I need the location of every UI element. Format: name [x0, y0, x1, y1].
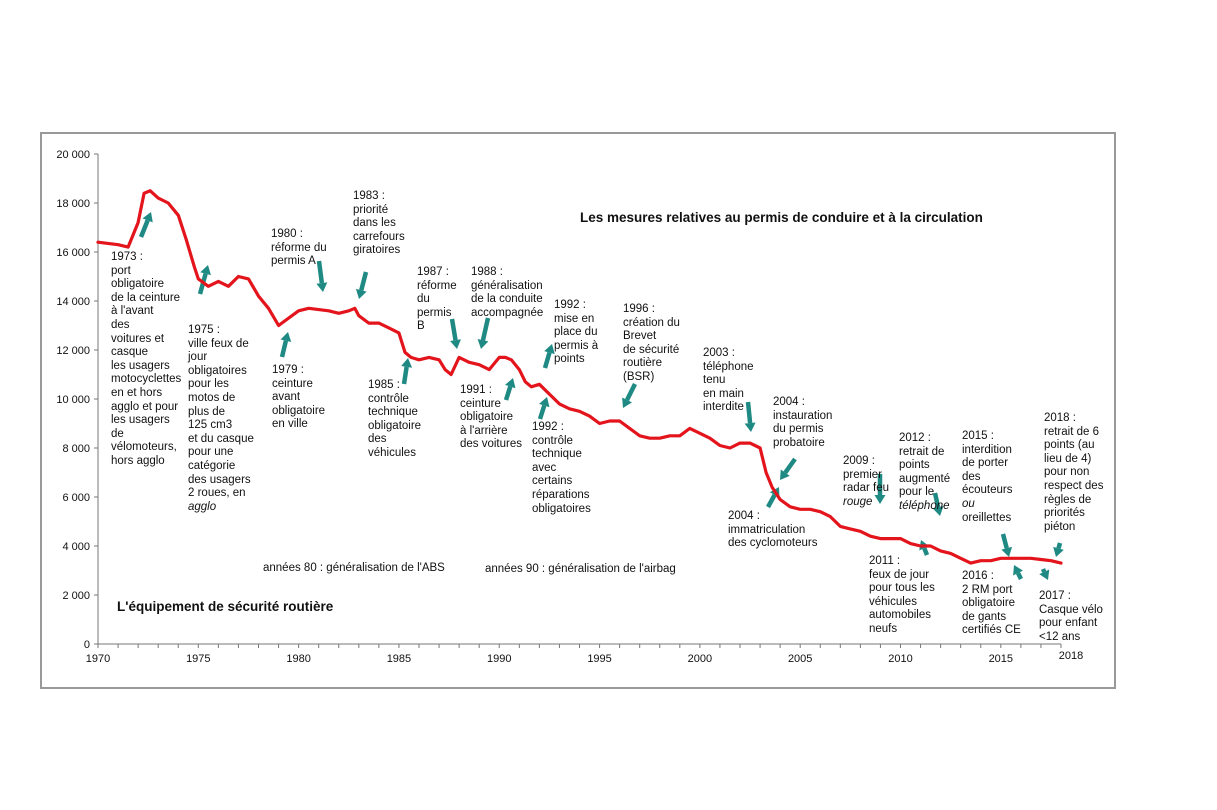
- y-tick-label: 0: [84, 639, 90, 651]
- arrow-head: [355, 288, 367, 299]
- arrow-head: [280, 332, 292, 343]
- y-tick-label: 8 000: [62, 443, 90, 455]
- arrow-head: [1039, 569, 1050, 580]
- annotation-1988: 1988 : généralisation de la conduite acc…: [471, 266, 544, 319]
- arrow-shaft: [316, 260, 325, 284]
- arrow-shaft: [1040, 568, 1047, 573]
- arrow-head: [316, 282, 328, 292]
- x-tick-label: 1970: [86, 653, 110, 665]
- y-tick-label: 12 000: [56, 345, 90, 357]
- arrow-shaft: [932, 492, 941, 508]
- annotation-1979: 1979 : ceinture avant obligatoire en vil…: [272, 364, 326, 431]
- y-tick-label: 6 000: [62, 492, 90, 504]
- annotation-2015: 2015 : interdition de porter des écouteu…: [962, 430, 1013, 524]
- x-tick-label: 1990: [487, 653, 511, 665]
- arrow-head: [1053, 546, 1064, 557]
- annotation-2009: 2009 : premier radar feu rouge: [843, 455, 890, 508]
- annotation-1996: 1996 : création du Brevet de sécurité ro…: [623, 303, 680, 383]
- arrow-shaft: [480, 317, 491, 341]
- annotation-1992b: 1992 : contrôle technique avec certains …: [532, 421, 591, 515]
- arrow-shaft: [542, 352, 552, 369]
- x-tick-label: 1975: [186, 653, 210, 665]
- arrow-head: [505, 378, 516, 389]
- annotation-2017: 2017 : Casque vélo pour enfant <12 ans: [1039, 590, 1103, 643]
- label-abs: années 80 : généralisation de l'ABS: [263, 562, 445, 574]
- annotation-arrows: [138, 212, 1064, 581]
- arrow-head: [477, 339, 489, 349]
- arrow-shaft: [138, 219, 150, 238]
- x-tick-label: 1985: [387, 653, 411, 665]
- road-deaths-line-chart: 0 2 000 4 000 6 000 8 000 10 000 12 000 14 000 1…: [56, 149, 1083, 665]
- arrow-head: [539, 397, 550, 408]
- arrow-shaft: [359, 271, 369, 291]
- annotation-1987: 1987 : réforme du permis B: [417, 266, 457, 333]
- annotation-2016: 2016 : 2 RM port obligatoire de gants ce…: [962, 570, 1021, 637]
- arrow-shaft: [1056, 542, 1063, 549]
- annotation-2018: 2018 : retrait de 6 points (au lieu de 4…: [1044, 412, 1104, 533]
- arrow-shaft: [766, 493, 777, 509]
- arrow-shaft: [783, 457, 797, 474]
- annotation-2003: 2003 : téléphone tenu en main interdite: [703, 347, 754, 414]
- arrow-shaft: [1000, 533, 1009, 549]
- arrow-shaft: [537, 404, 547, 420]
- arrow-head: [874, 495, 886, 504]
- arrow-head: [401, 358, 413, 368]
- arrow-head: [142, 212, 153, 223]
- arrow-head: [622, 397, 632, 408]
- y-tick-label: 14 000: [56, 296, 90, 308]
- x-tick-label: 2010: [888, 653, 912, 665]
- y-tick-label: 20 000: [56, 149, 90, 161]
- chart-frame: 0 2 000 4 000 6 000 8 000 10 000 12 000 14 000 1…: [40, 132, 1116, 689]
- y-tick-label: 18 000: [56, 198, 90, 210]
- arrow-head: [780, 469, 790, 480]
- annotation-2011: 2011 : feux de jour pour tous les véhicu…: [869, 555, 935, 635]
- arrow-head: [932, 506, 944, 516]
- annotation-2012: 2012 : retrait de points augmenté pour l…: [899, 432, 951, 512]
- axes: 0 2 000 4 000 6 000 8 000 10 000 12 000 14 000 1…: [56, 149, 1083, 665]
- annotation-1975: 1975 : ville feux de jour obligatoires p…: [188, 324, 254, 513]
- arrow-shaft: [745, 401, 753, 424]
- series-group: [96, 189, 1063, 565]
- annotation-1983: 1983 : priorité dans les carrefours gira…: [353, 190, 405, 257]
- arrow-head: [200, 265, 211, 276]
- x-tick-label: 1980: [286, 653, 310, 665]
- arrow-shaft: [279, 340, 289, 358]
- arrow-head: [544, 344, 555, 355]
- arrow-shaft: [449, 318, 458, 341]
- x-end-label: 2018: [1059, 650, 1083, 662]
- header-permis: Les mesures relatives au permis de condu…: [580, 210, 983, 225]
- x-tick-label: 1995: [587, 653, 611, 665]
- label-airbag: années 90 : généralisation de l'airbag: [485, 563, 676, 575]
- arrow-shaft: [503, 385, 513, 401]
- arrow-head: [1001, 546, 1013, 557]
- y-tick-label: 10 000: [56, 394, 90, 406]
- arrow-shaft: [625, 382, 638, 401]
- annotation-2004a: 2004 : instauration du permis probatoire: [773, 396, 833, 449]
- annotation-1992a: 1992 : mise en place du permis à points: [554, 299, 599, 366]
- y-tick-label: 16 000: [56, 247, 90, 259]
- annotation-1980: 1980 : réforme du permis A: [271, 228, 327, 268]
- annotation-2004b: 2004 : immatriculation des cyclomoteurs: [728, 510, 818, 550]
- y-tick-label: 4 000: [62, 541, 90, 553]
- annotation-1985: 1985 : contrôle technique obligatoire de…: [368, 379, 422, 459]
- arrow-head: [744, 422, 756, 432]
- annotation-1973: 1973 : port obligatoire de la ceinture à…: [111, 251, 182, 467]
- arrow-shaft: [401, 366, 409, 385]
- x-tick-label: 2015: [989, 653, 1013, 665]
- arrow-head: [450, 339, 461, 349]
- series-line-deaths: [96, 189, 1063, 565]
- y-tick-label: 2 000: [62, 590, 90, 602]
- arrow-shaft: [1016, 572, 1024, 581]
- arrow-shaft: [922, 547, 930, 556]
- arrow-head: [1013, 565, 1023, 576]
- x-tick-label: 2005: [788, 653, 812, 665]
- annotation-1991: 1991 : ceinture obligatoire à l'arrière …: [460, 384, 523, 451]
- x-tick-label: 2000: [688, 653, 712, 665]
- header-equipement: L'équipement de sécurité routière: [117, 599, 334, 614]
